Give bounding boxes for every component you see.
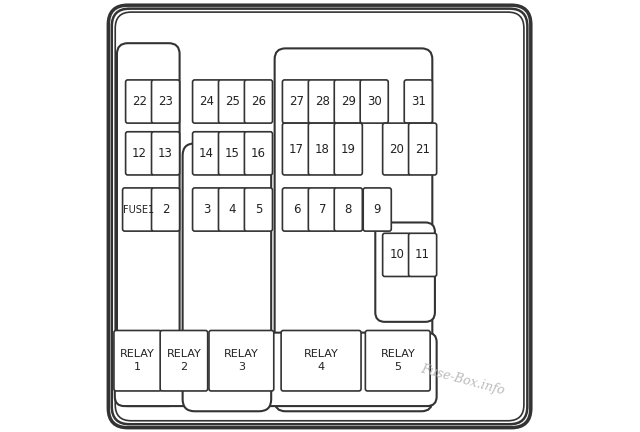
Text: RELAY
4: RELAY 4 [304, 349, 339, 372]
FancyBboxPatch shape [308, 123, 337, 175]
Text: FUSE1: FUSE1 [123, 204, 154, 215]
Text: 15: 15 [225, 147, 240, 160]
Text: 22: 22 [132, 95, 147, 108]
Text: 9: 9 [374, 203, 381, 216]
FancyBboxPatch shape [334, 80, 362, 123]
Text: 2: 2 [162, 203, 170, 216]
Text: RELAY
3: RELAY 3 [224, 349, 259, 372]
FancyBboxPatch shape [383, 233, 411, 276]
FancyBboxPatch shape [360, 80, 388, 123]
FancyBboxPatch shape [112, 9, 527, 424]
FancyBboxPatch shape [365, 330, 430, 391]
Text: 26: 26 [251, 95, 266, 108]
FancyBboxPatch shape [160, 330, 207, 391]
FancyBboxPatch shape [383, 123, 411, 175]
Text: 30: 30 [367, 95, 381, 108]
FancyBboxPatch shape [123, 188, 154, 231]
FancyBboxPatch shape [152, 80, 180, 123]
FancyBboxPatch shape [308, 188, 337, 231]
Text: 19: 19 [340, 143, 356, 156]
FancyBboxPatch shape [408, 123, 436, 175]
Text: 3: 3 [203, 203, 211, 216]
FancyBboxPatch shape [108, 5, 531, 428]
Text: 20: 20 [389, 143, 404, 156]
FancyBboxPatch shape [115, 12, 524, 421]
Text: RELAY
2: RELAY 2 [166, 349, 202, 372]
FancyBboxPatch shape [244, 80, 273, 123]
FancyBboxPatch shape [218, 80, 246, 123]
Text: 11: 11 [415, 248, 430, 261]
Text: 4: 4 [228, 203, 236, 216]
FancyBboxPatch shape [125, 80, 154, 123]
Text: 7: 7 [319, 203, 326, 216]
FancyBboxPatch shape [182, 143, 271, 411]
FancyBboxPatch shape [209, 330, 274, 391]
FancyBboxPatch shape [193, 80, 221, 123]
FancyBboxPatch shape [244, 132, 273, 175]
FancyBboxPatch shape [193, 188, 221, 231]
FancyBboxPatch shape [218, 188, 246, 231]
Text: 25: 25 [225, 95, 240, 108]
FancyBboxPatch shape [408, 233, 436, 276]
FancyBboxPatch shape [334, 188, 362, 231]
Text: 13: 13 [158, 147, 173, 160]
FancyBboxPatch shape [115, 333, 436, 406]
Text: 21: 21 [415, 143, 430, 156]
Text: 5: 5 [255, 203, 262, 216]
Text: 28: 28 [315, 95, 330, 108]
Text: 14: 14 [199, 147, 214, 160]
FancyBboxPatch shape [244, 188, 273, 231]
FancyBboxPatch shape [282, 80, 310, 123]
FancyBboxPatch shape [282, 123, 310, 175]
Text: 6: 6 [292, 203, 300, 216]
FancyBboxPatch shape [404, 80, 433, 123]
FancyBboxPatch shape [218, 132, 246, 175]
Text: 17: 17 [289, 143, 304, 156]
Text: 12: 12 [132, 147, 147, 160]
FancyBboxPatch shape [364, 188, 391, 231]
FancyBboxPatch shape [375, 222, 435, 322]
Text: RELAY
1: RELAY 1 [120, 349, 155, 372]
FancyBboxPatch shape [334, 123, 362, 175]
FancyBboxPatch shape [114, 330, 161, 391]
Text: 23: 23 [158, 95, 173, 108]
FancyBboxPatch shape [308, 80, 337, 123]
Text: 31: 31 [411, 95, 426, 108]
Text: 10: 10 [389, 248, 404, 261]
FancyBboxPatch shape [193, 132, 221, 175]
FancyBboxPatch shape [125, 132, 154, 175]
Text: Fuse-Box.info: Fuse-Box.info [419, 363, 506, 397]
FancyBboxPatch shape [281, 330, 361, 391]
FancyBboxPatch shape [275, 48, 433, 411]
Text: 16: 16 [251, 147, 266, 160]
Text: 8: 8 [344, 203, 352, 216]
FancyBboxPatch shape [152, 132, 180, 175]
Text: 29: 29 [340, 95, 356, 108]
Text: 18: 18 [315, 143, 330, 156]
Text: 24: 24 [199, 95, 214, 108]
FancyBboxPatch shape [282, 188, 310, 231]
Text: RELAY
5: RELAY 5 [380, 349, 415, 372]
FancyBboxPatch shape [117, 43, 180, 406]
FancyBboxPatch shape [152, 188, 180, 231]
Text: 27: 27 [289, 95, 304, 108]
